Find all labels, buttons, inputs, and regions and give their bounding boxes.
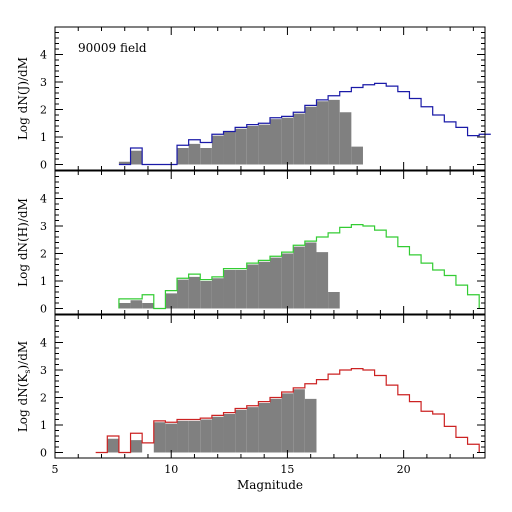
panel-2-filled-bar-5	[177, 279, 189, 309]
panel-2-filled-bar-10	[235, 270, 247, 309]
panel-3-y-axis-label: Log dN(Ks)/dM	[16, 341, 32, 432]
x-tick-label: 20	[397, 463, 411, 476]
y-tick-label: 0	[40, 159, 47, 172]
y-tick-label: 3	[40, 364, 47, 377]
panel-3-filled-bar-18	[304, 398, 317, 453]
y-tick-label: 2	[40, 104, 47, 117]
x-tick-label: 10	[164, 463, 178, 476]
panel-2-filled-bar-14	[281, 253, 294, 309]
panel-2-filled-bar-8	[211, 278, 224, 309]
y-tick-label: 4	[40, 193, 47, 206]
panel-3-filled-bar-5	[153, 422, 166, 453]
panel-1-filled-bar-7	[200, 148, 212, 165]
y-tick-label: 1	[40, 131, 47, 144]
panel-1-filled-bar-15	[293, 113, 305, 165]
panel-3-filled-bar-9	[200, 419, 212, 453]
panel-2-outline-histogram	[118, 224, 480, 310]
panel-1-filled-bar-16	[304, 106, 317, 165]
panel-1-filled-bar-12	[258, 124, 270, 165]
y-tick-label: 2	[40, 392, 47, 405]
panel-1-filled-bar-1	[130, 150, 143, 165]
panel-2-filled-bar-13	[270, 257, 282, 309]
panel-3-filled-bar-11	[223, 414, 236, 453]
y-tick-label: 3	[40, 76, 47, 89]
panel-3-filled-bar-12	[235, 409, 247, 453]
panel-1-outline-histogram	[118, 82, 491, 166]
panel-1-filled-bar-14	[281, 117, 294, 165]
y-tick-label: 2	[40, 248, 47, 261]
x-tick-label: 15	[280, 463, 294, 476]
panel-1-filled-bar-5	[177, 148, 189, 165]
panel-3-filled-bar-15	[270, 398, 282, 453]
panel-1-annotation: 90009 field	[78, 41, 147, 55]
panel-1: 0 1 2 3 4 Log dN(J)/dM 90009 field	[16, 26, 491, 172]
y-tick-label: 1	[40, 419, 47, 432]
panel-1-filled-bar-13	[270, 119, 282, 165]
y-tick-label: 0	[40, 447, 47, 460]
y-tick-label: 4	[40, 49, 47, 62]
panel-3-filled-bar-3	[130, 440, 143, 453]
panel-1-filled-bar-9	[223, 131, 236, 165]
panel-2-filled-bar-18	[328, 292, 340, 309]
panel-3-outline-histogram	[95, 368, 480, 454]
panel-2-filled-bar-7	[200, 281, 212, 309]
panel-1-filled-bar-11	[246, 126, 259, 165]
panel-1-y-axis-label: Log dN(J)/dM	[16, 57, 30, 140]
panel-3-filled-bar-1	[107, 438, 119, 453]
panel-2-filled-bar-16	[304, 242, 317, 309]
panel-2-filled-bar-0	[118, 303, 131, 309]
panel-2-filled-bar-4	[165, 293, 178, 309]
panel-2-filled-bar-11	[246, 264, 259, 309]
y-tick-label: 0	[40, 303, 47, 316]
panel-3-filled-bar-17	[293, 389, 305, 453]
panel-2-filled-bar-17	[316, 252, 329, 309]
panel-3-filled-bar-16	[281, 393, 294, 453]
panel-3-filled-bar-14	[258, 403, 270, 453]
panel-1-filled-bar-6	[188, 143, 201, 165]
panel-1-filled-bar-8	[211, 135, 224, 165]
panel-2-filled-bar-6	[188, 276, 201, 309]
panel-1-filled-bar-17	[316, 101, 329, 165]
panel-1-filled-bar-0	[118, 161, 131, 165]
panel-1-filled-bar-10	[235, 128, 247, 165]
panel-3-filled-bar-10	[211, 416, 224, 453]
panel-2-filled-bar-9	[223, 270, 236, 309]
x-tick-label: 5	[52, 463, 59, 476]
panel-3: 0 1 2 3 4 5 10 15 20 Log dN(Ks)/dM Magnitude	[16, 314, 486, 492]
y-tick-label: 1	[40, 275, 47, 288]
x-axis-label: Magnitude	[237, 478, 303, 492]
panel-3-filled-bar-6	[165, 423, 178, 453]
panel-2: 0 1 2 3 4 Log dN(H)/dM	[16, 170, 486, 316]
panel-2-filled-bar-2	[142, 303, 154, 309]
panel-2-filled-bar-12	[258, 261, 270, 309]
panel-2-filled-bar-1	[130, 300, 143, 309]
panel-3-filled-bar-13	[246, 407, 259, 453]
y-tick-label: 4	[40, 337, 47, 350]
panel-1-filled-bar-18	[328, 99, 340, 165]
panel-2-y-axis-label: Log dN(H)/dM	[16, 198, 30, 287]
panel-2-filled-bar-15	[293, 246, 305, 309]
panel-1-filled-bar-20	[351, 146, 363, 165]
panel-3-filled-bar-8	[188, 420, 201, 453]
y-tick-label: 3	[40, 220, 47, 233]
panel-1-filled-bar-19	[339, 112, 352, 165]
panel-3-filled-bar-7	[177, 420, 189, 453]
